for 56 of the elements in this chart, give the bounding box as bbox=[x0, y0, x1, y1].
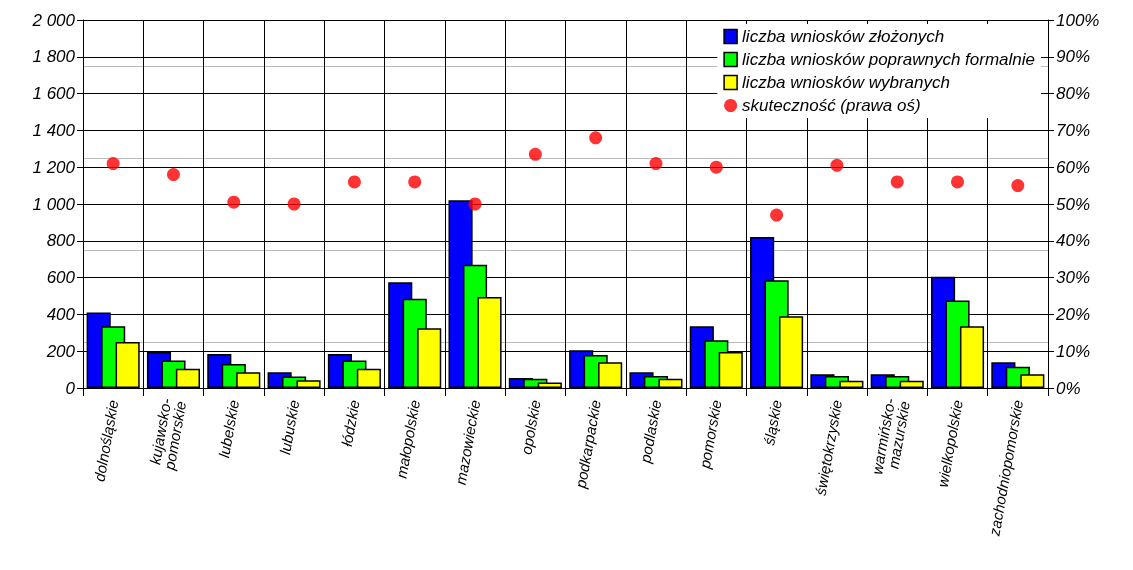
point bbox=[287, 197, 301, 211]
y2-tick-label: 80% bbox=[1056, 84, 1091, 104]
y2-tick-label: 40% bbox=[1056, 231, 1091, 251]
legend-label: liczba wniosków wybranych bbox=[742, 73, 950, 92]
legend-label: skuteczność (prawa oś) bbox=[742, 96, 921, 115]
y-tick-label: 400 bbox=[46, 304, 76, 324]
y2-tick-label: 10% bbox=[1056, 341, 1091, 361]
x-tick-label: podkarpackie bbox=[571, 398, 605, 491]
y-tick-label: 1 400 bbox=[32, 120, 76, 140]
y2-tick-label: 50% bbox=[1056, 194, 1091, 214]
y-tick-label: 600 bbox=[46, 268, 76, 288]
point bbox=[227, 195, 241, 209]
point bbox=[1011, 179, 1025, 193]
point bbox=[528, 147, 542, 161]
legend-label: liczba wniosków poprawnych formalnie bbox=[742, 50, 1036, 69]
y2-tick-label: 70% bbox=[1056, 120, 1091, 140]
point bbox=[106, 157, 120, 171]
x-tick-label: pomorskie bbox=[695, 398, 725, 471]
x-tick-label: mazowieckie bbox=[451, 398, 484, 487]
point bbox=[770, 208, 784, 222]
x-tick-label: lubuskie bbox=[276, 398, 303, 456]
y-tick-label: 800 bbox=[46, 231, 76, 251]
y2-tick-label: 0% bbox=[1056, 378, 1081, 398]
y-tick-label: 1 200 bbox=[32, 157, 76, 177]
y-tick-label: 1 000 bbox=[32, 194, 76, 214]
point bbox=[468, 197, 482, 211]
x-tick-label: łódzkie bbox=[337, 398, 363, 448]
y-tick-label: 1 800 bbox=[32, 47, 76, 67]
x-tick-label: małopolskie bbox=[392, 398, 424, 480]
x-tick-label: opolskie bbox=[517, 398, 544, 456]
y2-tick-label: 100% bbox=[1056, 10, 1100, 30]
x-tick-label: warmińsko-mazurskie bbox=[868, 397, 913, 476]
y2-tick-label: 90% bbox=[1056, 47, 1091, 67]
y-tick-label: 1 600 bbox=[32, 84, 76, 104]
point bbox=[166, 168, 180, 182]
x-tick-label: śląskie bbox=[760, 398, 785, 447]
y-tick-label: 200 bbox=[45, 341, 76, 361]
x-tick-label: wielkopolskie bbox=[933, 398, 966, 489]
y2-tick-label: 30% bbox=[1056, 268, 1091, 288]
point bbox=[709, 160, 723, 174]
y2-tick-label: 20% bbox=[1055, 304, 1091, 324]
point bbox=[589, 131, 603, 145]
x-tick-label: podlaskie bbox=[636, 398, 665, 465]
point bbox=[649, 157, 663, 171]
x-tick-label: kujawsko-pomorskie bbox=[146, 397, 190, 472]
point bbox=[347, 175, 361, 189]
point bbox=[408, 175, 422, 189]
y-tick-label: 0 bbox=[65, 378, 76, 398]
y2-tick-label: 60% bbox=[1056, 157, 1091, 177]
point bbox=[830, 158, 844, 172]
y-tick-label: 2 000 bbox=[31, 10, 76, 30]
x-tick-label: dolnośląskie bbox=[90, 398, 122, 483]
x-tick-label: lubelskie bbox=[215, 398, 243, 459]
point bbox=[951, 175, 965, 189]
point bbox=[890, 175, 904, 189]
legend-label: liczba wniosków złożonych bbox=[742, 27, 945, 46]
